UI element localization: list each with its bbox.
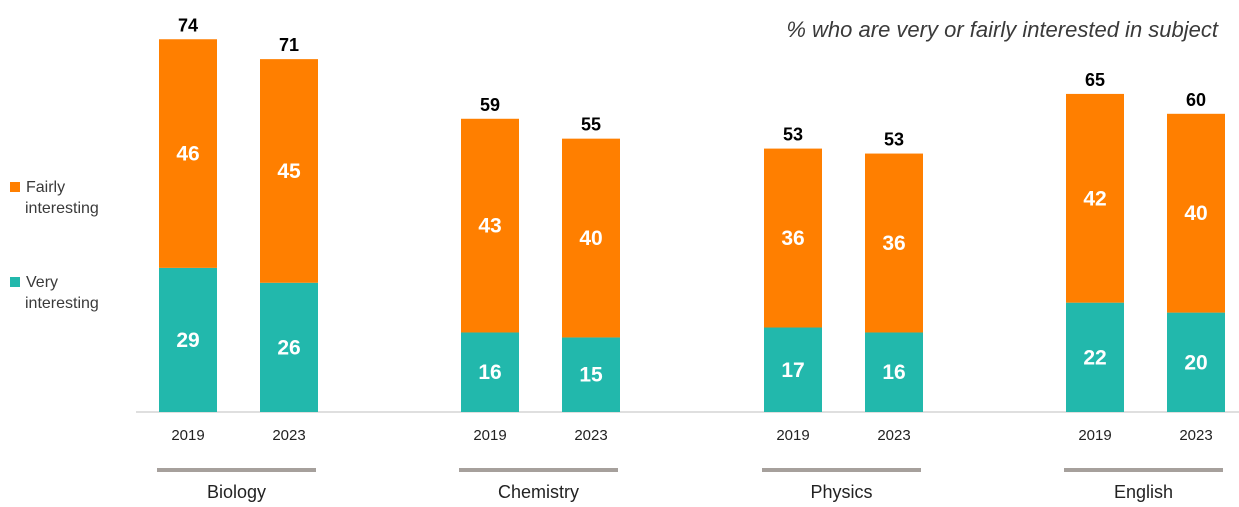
bar-fairly-interesting bbox=[461, 118, 519, 333]
data-label-total: 60 bbox=[1186, 90, 1206, 110]
data-label-very: 26 bbox=[277, 336, 300, 359]
data-label-fairly: 45 bbox=[277, 160, 301, 183]
bar-very-interesting bbox=[461, 332, 519, 412]
data-label-fairly: 42 bbox=[1083, 187, 1106, 210]
data-label-fairly: 36 bbox=[781, 227, 804, 250]
x-tick-label: 2023 bbox=[272, 427, 305, 444]
data-label-fairly: 46 bbox=[176, 143, 199, 166]
data-label-total: 59 bbox=[480, 95, 500, 115]
data-label-total: 74 bbox=[178, 15, 198, 35]
data-label-total: 65 bbox=[1085, 70, 1105, 90]
data-label-very: 22 bbox=[1083, 346, 1106, 369]
data-label-total: 53 bbox=[884, 130, 904, 150]
x-tick-label: 2019 bbox=[171, 427, 204, 444]
bar-very-interesting bbox=[1167, 312, 1225, 412]
x-tick-label: 2023 bbox=[877, 427, 910, 444]
legend-label: interesting bbox=[25, 200, 99, 217]
legend-label: Fairly bbox=[26, 179, 65, 196]
bar-fairly-interesting bbox=[159, 39, 217, 268]
data-label-total: 53 bbox=[783, 125, 803, 145]
data-label-very: 15 bbox=[579, 364, 603, 387]
group-label: Chemistry bbox=[498, 482, 579, 502]
group-label: Biology bbox=[207, 482, 266, 502]
bar-very-interesting bbox=[764, 327, 822, 412]
x-tick-label: 2019 bbox=[473, 427, 506, 444]
data-label-very: 16 bbox=[478, 361, 501, 384]
data-label-very: 16 bbox=[882, 361, 905, 384]
data-label-total: 71 bbox=[279, 35, 299, 55]
data-label-very: 29 bbox=[176, 329, 199, 352]
data-label-fairly: 43 bbox=[478, 215, 501, 238]
legend: Fairly interesting Very interesting bbox=[10, 179, 99, 312]
bar-very-interesting bbox=[159, 267, 217, 412]
data-label-very: 17 bbox=[781, 359, 804, 382]
bars bbox=[159, 39, 1225, 412]
legend-label: Very bbox=[26, 274, 58, 291]
bar-fairly-interesting bbox=[764, 148, 822, 328]
data-label-fairly: 40 bbox=[579, 227, 602, 250]
data-label-fairly: 40 bbox=[1184, 202, 1207, 225]
bar-fairly-interesting bbox=[260, 59, 318, 283]
data-label-total: 55 bbox=[581, 115, 601, 135]
legend-swatch bbox=[10, 277, 20, 287]
legend-label: interesting bbox=[25, 295, 99, 312]
bar-very-interesting bbox=[865, 332, 923, 412]
x-tick-label: 2019 bbox=[776, 427, 809, 444]
x-tick-label: 2019 bbox=[1078, 427, 1111, 444]
legend-swatch bbox=[10, 182, 20, 192]
chart-subtitle: % who are very or fairly interested in s… bbox=[786, 17, 1219, 42]
bar-fairly-interesting bbox=[1167, 113, 1225, 313]
group-label: English bbox=[1114, 482, 1173, 502]
data-label-very: 20 bbox=[1184, 351, 1207, 374]
group-label: Physics bbox=[810, 482, 872, 502]
bar-very-interesting bbox=[562, 337, 620, 412]
labels: 29 46 74 2019 26 45 71 2023 Biology 16 43 59 2019 15 4… bbox=[157, 15, 1223, 502]
x-tick-label: 2023 bbox=[574, 427, 607, 444]
bar-very-interesting bbox=[260, 282, 318, 412]
x-tick-label: 2023 bbox=[1179, 427, 1212, 444]
bar-very-interesting bbox=[1066, 302, 1124, 412]
bar-fairly-interesting bbox=[562, 138, 620, 338]
bar-fairly-interesting bbox=[1066, 93, 1124, 303]
data-label-fairly: 36 bbox=[882, 232, 905, 255]
bar-fairly-interesting bbox=[865, 153, 923, 333]
